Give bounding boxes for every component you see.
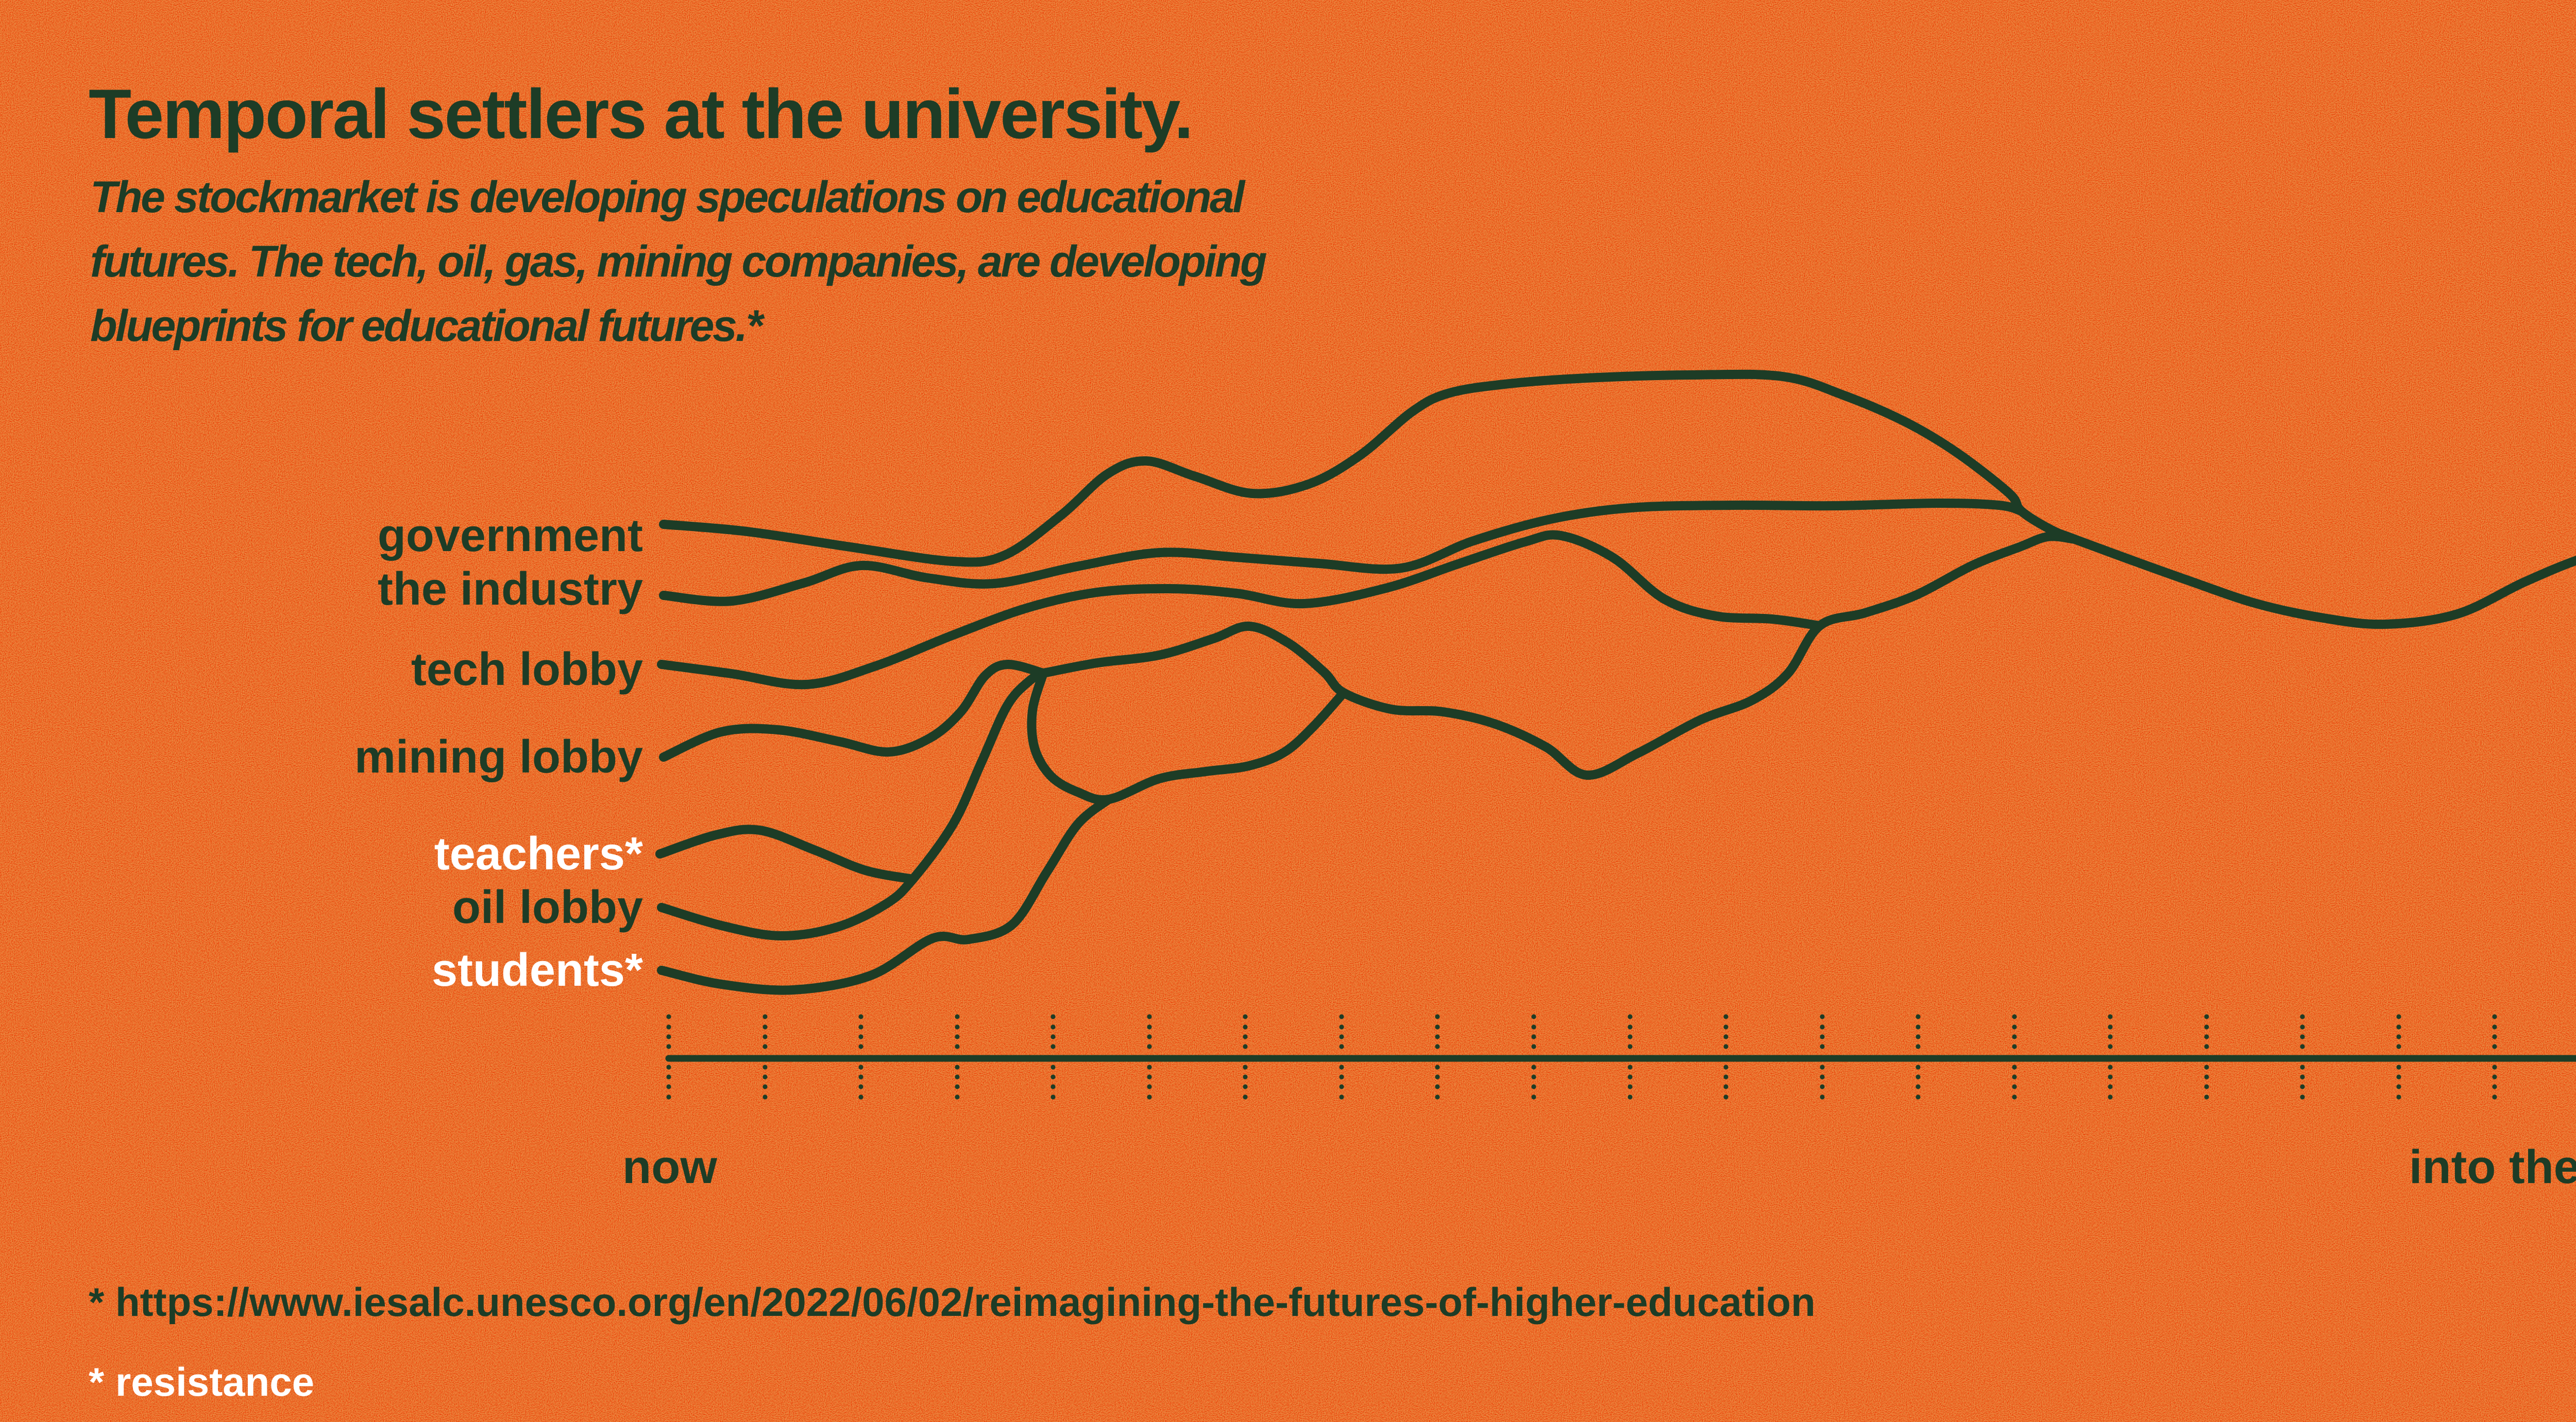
svg-text:The stockmarket is developing: The stockmarket is developing speculatio… [90,173,1246,222]
svg-text:now: now [622,1141,717,1193]
svg-text:futures. The tech, oil, gas, m: futures. The tech, oil, gas, mining comp… [90,237,1267,286]
svg-text:mining lobby: mining lobby [354,731,643,783]
svg-text:government: government [378,510,643,561]
svg-text:oil lobby: oil lobby [452,882,643,933]
svg-text:tech lobby: tech lobby [411,644,643,695]
svg-text:* resistance: * resistance [89,1359,314,1404]
svg-text:Temporal settlers at the unive: Temporal settlers at the university. [89,75,1192,153]
svg-text:* https://www.iesalc.unesco.or: * https://www.iesalc.unesco.org/en/2022/… [89,1279,1816,1325]
svg-text:students*: students* [432,945,643,996]
svg-text:into the future: into the future [2409,1141,2576,1193]
svg-text:the industry: the industry [378,563,643,615]
svg-text:teachers*: teachers* [434,828,643,880]
svg-text:blueprints for educational fut: blueprints for educational futures.* [90,301,765,351]
